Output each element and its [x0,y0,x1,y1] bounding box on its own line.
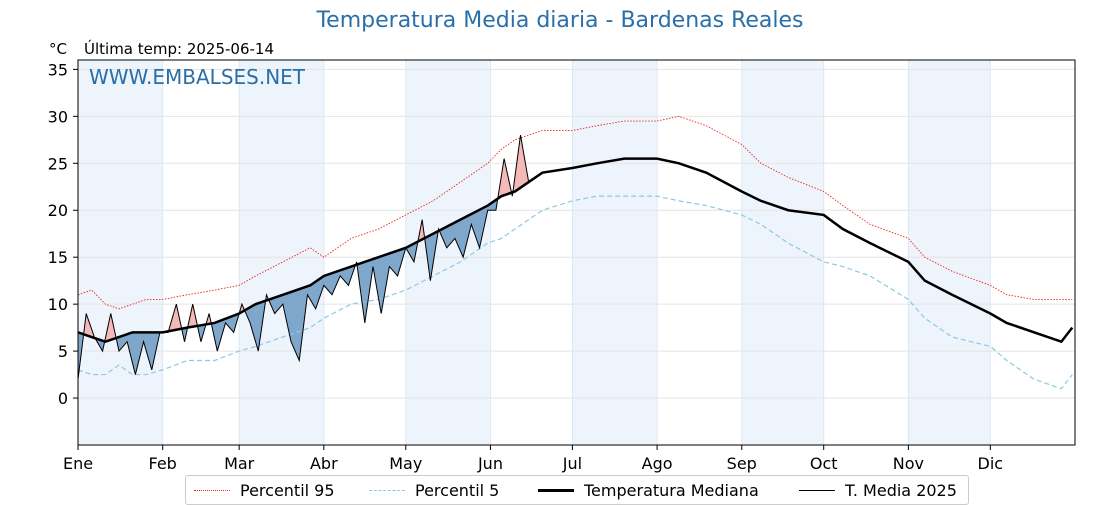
ytick-label-35: 35 [48,60,68,79]
month-band-ene [78,60,163,445]
legend: Percentil 95 Percentil 5 Temperatura Med… [185,475,969,505]
xtick-label-feb: Feb [149,454,177,473]
xtick-label-nov: Nov [893,454,924,473]
ytick-label-0: 0 [58,389,68,408]
xtick-label-sep: Sep [727,454,757,473]
legend-item-p5: Percentil 5 [369,480,499,500]
legend-item-p95: Percentil 95 [194,480,335,500]
legend-swatch-current [799,490,835,491]
xtick-label-ago: Ago [642,454,673,473]
xtick-label-jun: Jun [477,454,503,473]
month-bands [78,60,990,445]
legend-label-current: T. Media 2025 [845,481,957,500]
xtick-label-oct: Oct [810,454,838,473]
xtick-label-ene: Ene [63,454,93,473]
month-band-mar [239,60,324,445]
month-band-sep [742,60,824,445]
legend-item-current: T. Media 2025 [799,480,957,500]
legend-swatch-median [538,489,574,492]
legend-label-p5: Percentil 5 [415,481,499,500]
ytick-label-15: 15 [48,248,68,267]
above-median-fill [188,304,198,327]
legend-item-median: Temperatura Mediana [538,480,759,500]
ytick-label-20: 20 [48,201,68,220]
ytick-label-5: 5 [58,342,68,361]
legend-label-median: Temperatura Mediana [584,481,759,500]
xtick-label-jul: Jul [562,454,582,473]
axis-ticks: 0 5 10 15 20 25 30 35 Ene Feb Mar Abr May Jun Jul Ago Se… [48,60,1003,473]
xtick-label-abr: Abr [310,454,338,473]
month-band-jul [572,60,657,445]
xtick-label-mar: Mar [224,454,255,473]
watermark: WWW.EMBALSES.NET [89,65,306,89]
legend-swatch-p95 [194,490,230,491]
ytick-label-30: 30 [48,107,68,126]
legend-swatch-p5 [369,490,405,491]
xtick-label-may: May [389,454,422,473]
ytick-label-10: 10 [48,295,68,314]
xtick-label-dic: Dic [978,454,1004,473]
legend-label-p95: Percentil 95 [240,481,335,500]
month-band-may [406,60,491,445]
ytick-label-25: 25 [48,154,68,173]
